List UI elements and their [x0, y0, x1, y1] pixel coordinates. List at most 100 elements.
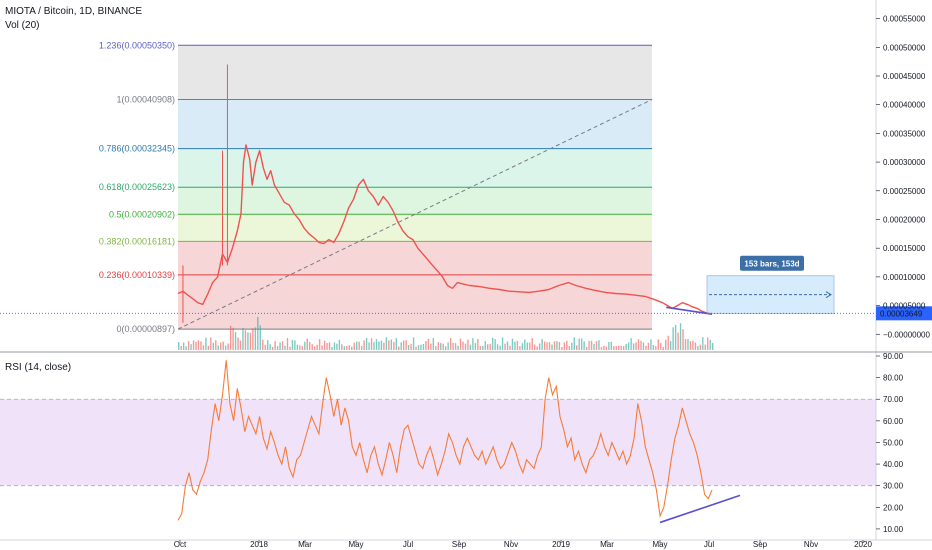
- volume-bar: [558, 342, 561, 350]
- volume-bar: [543, 341, 546, 350]
- volume-bar: [521, 343, 524, 350]
- volume-bar: [301, 346, 304, 350]
- volume-bar: [667, 335, 669, 350]
- volume-bar: [210, 337, 212, 350]
- volume-bar: [623, 345, 625, 350]
- volume-bar: [212, 342, 215, 350]
- volume-bar: [479, 346, 482, 350]
- volume-bar: [603, 345, 605, 350]
- volume-bar: [452, 342, 454, 350]
- rsi-plot: [0, 360, 876, 524]
- rsi-indicator-label[interactable]: RSI (14, close): [5, 362, 71, 373]
- fib-zone: [178, 99, 652, 149]
- price-trendline[interactable]: [666, 306, 713, 315]
- volume-bar: [437, 342, 439, 350]
- volume-bar: [573, 337, 575, 350]
- volume-bar: [568, 346, 571, 350]
- price-tick-label: 0.00055000: [883, 15, 926, 24]
- volume-bar: [702, 337, 704, 350]
- volume-bar: [328, 342, 331, 350]
- volume-bar: [447, 342, 449, 350]
- volume-bar: [375, 339, 378, 350]
- volume-bar: [506, 341, 509, 350]
- volume-bar: [440, 342, 442, 350]
- volume-bar: [704, 344, 706, 350]
- rsi-tick-label: 40.00: [883, 460, 904, 469]
- volume-bar: [445, 346, 447, 350]
- volume-bar: [182, 342, 185, 350]
- volume-bar: [257, 316, 259, 350]
- fib-level-label: 0.5(0.00020902): [109, 209, 175, 219]
- last-price-tag[interactable]: [876, 306, 932, 321]
- volume-bar: [556, 341, 558, 350]
- volume-bar: [321, 345, 323, 350]
- volume-indicator-label[interactable]: Vol (20): [5, 20, 39, 31]
- volume-bar: [274, 341, 276, 350]
- date-range-label-box: [740, 255, 804, 271]
- volume-bar: [402, 340, 405, 350]
- time-tick-label: 2019: [552, 540, 570, 549]
- volume-bar: [580, 338, 583, 350]
- volume-bar: [356, 341, 358, 350]
- volume-bar: [262, 339, 264, 350]
- volume-bar: [632, 343, 635, 350]
- price-series-line: [177, 144, 713, 315]
- volume-bar: [563, 342, 566, 350]
- fib-level-label: 0.236(0.00010339): [99, 270, 175, 280]
- volume-bar: [625, 343, 627, 350]
- volume-bar: [360, 345, 363, 350]
- time-tick-label: Sep: [452, 540, 467, 549]
- volume-bar: [395, 338, 397, 350]
- time-tick-label: 2018: [250, 540, 268, 549]
- volume-bar: [697, 346, 699, 350]
- volume-bar: [660, 343, 662, 350]
- volume-bar: [348, 345, 350, 350]
- volume-bar: [412, 337, 415, 350]
- volume-bar: [227, 343, 229, 350]
- volume-bar: [578, 338, 580, 350]
- volume-bar: [276, 346, 279, 350]
- price-tick-label: 0.00030000: [883, 158, 926, 167]
- volume-bar: [205, 337, 207, 350]
- volume-bar: [551, 344, 553, 350]
- rsi-tick-label: 80.00: [883, 374, 904, 383]
- volume-bar: [385, 337, 388, 350]
- rsi-band: [0, 399, 876, 486]
- price-tick-label: 0.00050000: [883, 43, 926, 52]
- volume-bar: [383, 342, 385, 350]
- volume-bar: [615, 346, 617, 350]
- main-price-plot: 1.236(0.00050350) 1(0.00040908) 0.786(0.00…: [0, 40, 876, 350]
- volume-bar: [192, 340, 195, 350]
- rsi-tick-label: 30.00: [883, 482, 904, 491]
- volume-bar: [316, 344, 318, 350]
- volume-bar: [187, 341, 190, 350]
- volume-bar: [343, 346, 346, 350]
- volume-bar: [516, 340, 519, 350]
- volume-bar: [294, 340, 296, 350]
- volume-bar: [398, 346, 400, 350]
- volume-bar: [699, 344, 702, 350]
- volume-bar: [496, 344, 499, 350]
- rsi-tick-label: 90.00: [883, 352, 904, 361]
- volume-bar: [571, 342, 573, 350]
- arrow-head-icon: [825, 291, 832, 299]
- time-tick-label: May: [652, 540, 667, 549]
- volume-bar: [180, 345, 182, 350]
- volume-bar: [457, 345, 459, 350]
- volume-bar: [459, 338, 462, 350]
- volume-bar: [220, 342, 222, 350]
- volume-bar: [665, 339, 667, 350]
- time-axis[interactable]: Oct 2018 Mar May Jul Sep Nov 2019 Mar May Jul Sep No…: [174, 540, 873, 549]
- volume-bar: [595, 341, 598, 350]
- volume-bar: [222, 341, 224, 350]
- volume-bar: [454, 343, 457, 350]
- last-price-value: 0.00003649: [880, 309, 923, 318]
- fib-trend-line[interactable]: [177, 99, 653, 330]
- volume-bar: [388, 340, 390, 350]
- volume-bar: [410, 343, 412, 350]
- rsi-trendline[interactable]: [659, 494, 741, 524]
- volume-bar: [202, 345, 205, 350]
- volume-bar: [264, 344, 266, 350]
